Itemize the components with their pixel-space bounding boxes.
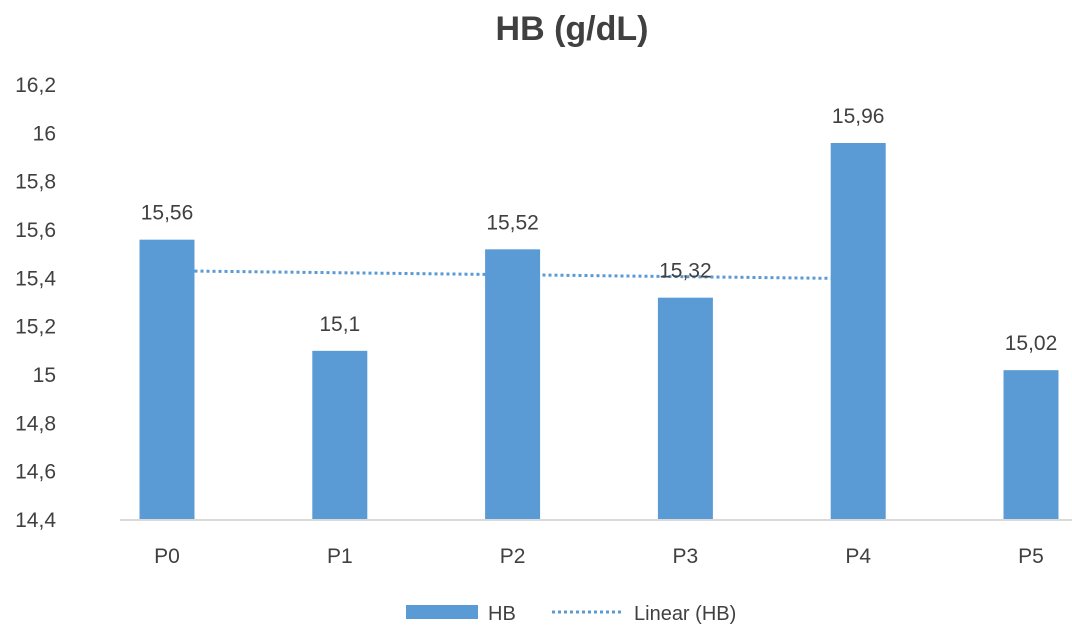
legend-label-hb: HB: [488, 603, 516, 625]
y-tick-label: 15: [33, 364, 56, 387]
y-tick-label: 15,2: [15, 316, 56, 339]
y-tick-label: 15,6: [15, 219, 56, 242]
bar: [1003, 370, 1059, 520]
data-label: 15,02: [1005, 332, 1058, 355]
y-tick-label: 14,8: [15, 412, 56, 435]
y-tick-label: 16,2: [15, 74, 56, 97]
legend: HB Linear (HB): [406, 603, 736, 625]
y-axis: 14,4 14,6 14,8 15 15,2 15,4 15,6 15,8 16 16,2: [15, 74, 56, 532]
x-tick-label: P4: [845, 545, 871, 568]
x-tick-label: P5: [1018, 545, 1044, 568]
data-label: 15,52: [486, 211, 539, 234]
y-tick-label: 16: [33, 122, 56, 145]
y-tick-label: 15,8: [15, 171, 56, 194]
data-label: 15,32: [659, 260, 712, 283]
y-tick-label: 15,4: [15, 267, 56, 290]
data-label: 15,1: [319, 313, 360, 336]
legend-bar-swatch: [406, 605, 478, 619]
bar: [485, 249, 541, 521]
x-tick-label: P3: [673, 545, 699, 568]
x-tick-label: P1: [327, 545, 353, 568]
bar-series: [139, 143, 1059, 521]
bar: [139, 239, 195, 520]
bar: [830, 143, 886, 520]
chart-title: HB (g/dL): [496, 10, 649, 48]
bar: [312, 350, 368, 520]
x-tick-label: P2: [500, 545, 526, 568]
trendline-layer: [194, 269, 831, 280]
x-tick-label: P0: [154, 545, 180, 568]
data-label: 15,96: [832, 105, 885, 128]
data-label: 15,56: [141, 202, 194, 225]
y-tick-label: 14,4: [15, 509, 56, 532]
legend-label-linear: Linear (HB): [634, 603, 736, 625]
y-tick-label: 14,6: [15, 461, 56, 484]
trendline: [194, 269, 831, 280]
x-axis-labels: P0 P1 P2 P3 P4 P5: [154, 545, 1044, 568]
data-labels: 15,56 15,1 15,52 15,32 15,96 15,02: [141, 105, 1058, 355]
bar: [657, 297, 713, 520]
